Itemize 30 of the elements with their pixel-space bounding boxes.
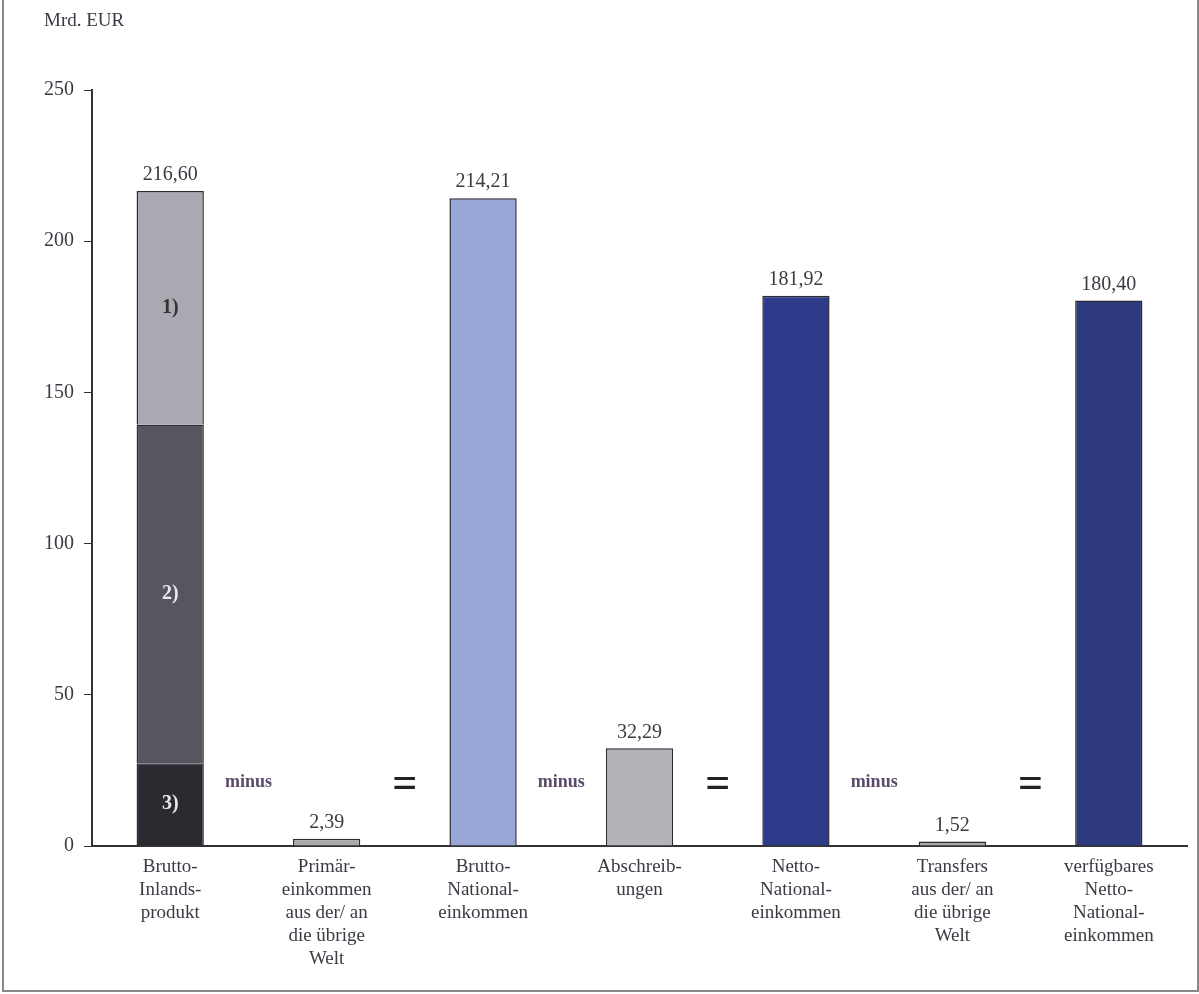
data-label: 214,21 — [455, 169, 511, 192]
y-axis-title: Mrd. EUR — [44, 9, 125, 31]
y-tick-label: 150 — [44, 379, 74, 402]
total-label: 216,60 — [142, 162, 198, 185]
x-tick-label: verfügbares Netto- National- einkommen — [1063, 855, 1155, 945]
series-label: 3) — [161, 791, 179, 815]
annotation: minus — [537, 770, 585, 791]
x-tick-label: Netto- National- einkommen — [751, 855, 842, 922]
y-tick-label: 250 — [44, 77, 74, 100]
data-label: 181,92 — [768, 267, 824, 290]
annotation: minus — [850, 770, 898, 791]
data-label: 2,39 — [309, 810, 345, 833]
annotation: = — [392, 758, 418, 808]
data-label: 180,40 — [1081, 271, 1137, 294]
annotation: = — [705, 758, 731, 808]
x-tick-label: Abschreib- ungen — [597, 855, 682, 900]
data-label: 32,29 — [617, 719, 662, 742]
x-tick-label: Primär- einkommen aus der/ an die übrige Welt — [281, 855, 372, 968]
series-label: 2) — [161, 580, 179, 604]
y-tick-label: 50 — [54, 682, 74, 705]
x-tick-label: Brutto- National- einkommen — [438, 855, 529, 922]
annotation: = — [1018, 758, 1044, 808]
data-label: 1,52 — [934, 812, 970, 835]
series-label: 1) — [161, 294, 179, 318]
y-tick-label: 0 — [64, 833, 74, 856]
y-tick-label: 200 — [44, 228, 74, 251]
x-tick-label: Brutto- Inlands- produkt — [139, 855, 202, 922]
x-tick-label: Transfers aus der/ an die übrige Welt — [911, 855, 994, 945]
annotation: minus — [224, 770, 272, 791]
y-tick-label: 100 — [44, 530, 74, 553]
